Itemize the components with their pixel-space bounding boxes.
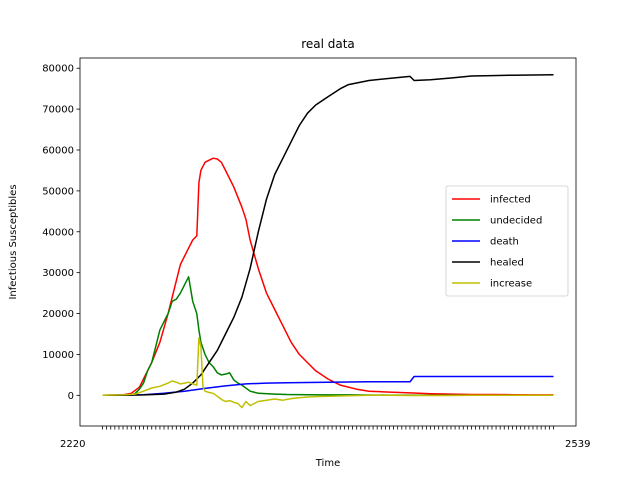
y-tick-label: 10000 [42, 350, 74, 361]
legend-box [445, 185, 569, 297]
legend-label-death: death [490, 237, 519, 248]
y-axis-label: Infectious Susceptibles [8, 184, 19, 299]
series-line-infected [102, 157, 554, 397]
y-tick-label: 30000 [42, 268, 74, 279]
x-axis-label: Time [315, 458, 340, 469]
legend-label-healed: healed [490, 258, 524, 269]
series-line-healed [102, 74, 554, 397]
x-tick-labels-overlap-left: 2220 [60, 439, 85, 450]
series-line-undecided [102, 276, 554, 397]
chart-title: real data [301, 37, 355, 51]
legend: infected undecided death healed increase [445, 185, 569, 297]
legend-label-undecided: undecided [490, 216, 542, 227]
x-tick-labels-overlap-right: 2539 [565, 439, 590, 450]
y-tick-label: 20000 [42, 309, 74, 320]
y-tick-label: 0 [68, 391, 74, 402]
plot-area [102, 74, 554, 409]
series-line-increase [102, 337, 554, 409]
y-axis-ticks: 0 10000 20000 30000 40000 50000 60000 70000 8000… [42, 64, 80, 402]
legend-label-infected: infected [490, 195, 531, 206]
legend-label-increase: increase [490, 279, 532, 290]
y-tick-label: 40000 [42, 227, 74, 238]
y-tick-label: 60000 [42, 146, 74, 157]
x-axis-ticks [102, 426, 554, 430]
y-tick-label: 80000 [42, 64, 74, 75]
y-tick-label: 50000 [42, 186, 74, 197]
y-tick-label: 70000 [42, 105, 74, 116]
